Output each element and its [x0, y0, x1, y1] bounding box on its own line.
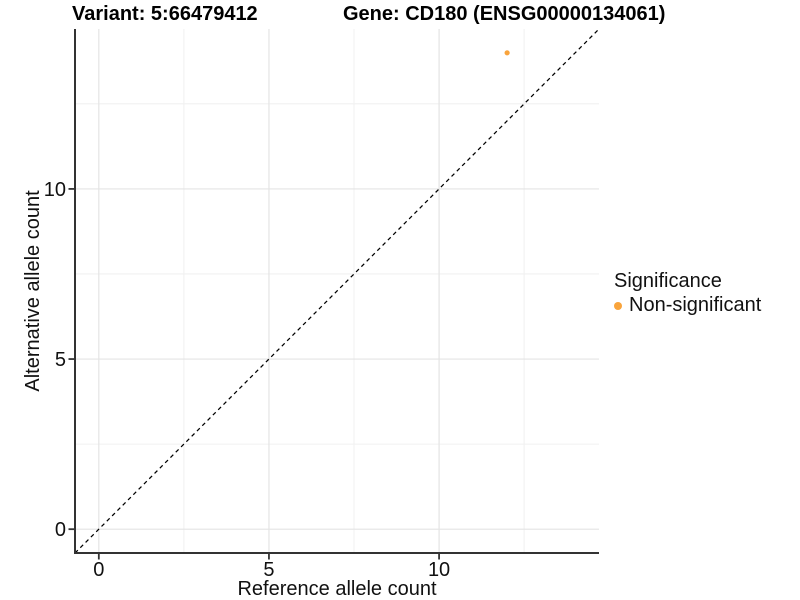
y-tick-label: 5: [55, 349, 66, 371]
legend-entry-label: Non-significant: [629, 294, 762, 316]
x-tick-label: 5: [263, 559, 274, 581]
x-tick-label: 0: [93, 559, 104, 581]
data-point: [504, 50, 510, 56]
identity-reference-line: [74, 28, 600, 554]
y-axis-title: Alternative allele count: [22, 190, 44, 392]
x-tick-label: 10: [428, 559, 450, 581]
plot-title-gene: Gene: CD180 (ENSG00000134061): [343, 3, 666, 25]
y-tick-label: 0: [55, 519, 66, 541]
legend-point-icon: [614, 301, 622, 310]
plot-title-variant: Variant: 5:66479412: [72, 3, 258, 25]
y-tick-label: 10: [44, 179, 66, 201]
axis-lines: [74, 29, 599, 554]
legend-title: Significance: [614, 270, 722, 292]
legend: Significance Non-significant: [614, 271, 761, 317]
x-axis-title: Reference allele count: [237, 578, 436, 600]
legend-entry: Non-significant: [614, 294, 761, 317]
